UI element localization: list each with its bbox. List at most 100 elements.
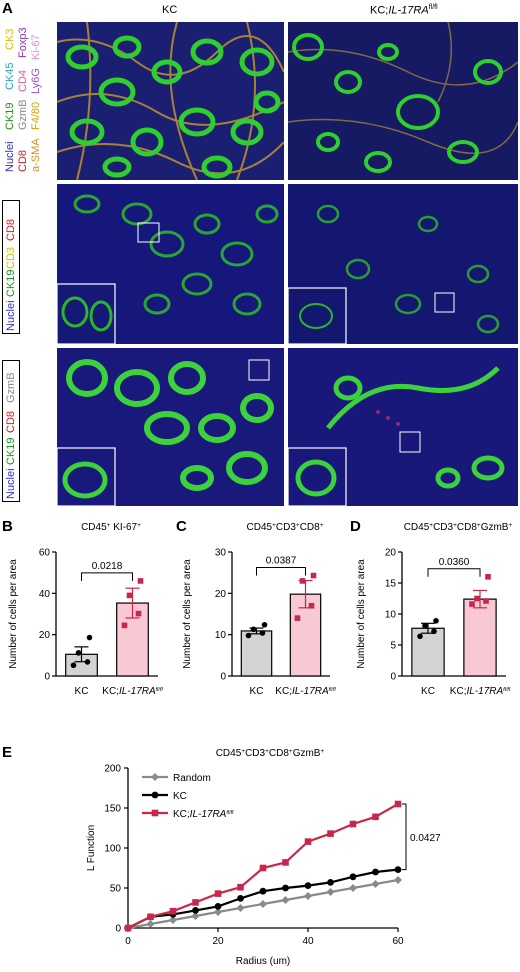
data-point-c-1-1 xyxy=(308,602,315,609)
significance-bracket-c xyxy=(256,567,306,576)
y-tick-label-d-4: 20 xyxy=(385,548,397,559)
data-point-b-0-0 xyxy=(70,662,77,669)
data-point-d-0-1 xyxy=(431,628,437,635)
legend-label-1: KC xyxy=(173,791,187,802)
tissue-pattern-kcil17ra-row3 xyxy=(288,348,518,506)
data-point-c-0-2 xyxy=(250,626,257,633)
y-tick-label-e-3: 150 xyxy=(104,804,121,815)
data-point-d-1-0 xyxy=(469,601,475,607)
bar-d-1 xyxy=(463,598,497,677)
series-point-1-6 xyxy=(259,887,267,895)
legend-label-0: Random xyxy=(173,773,211,784)
y-tick-label-c-1: 10 xyxy=(215,630,227,641)
tissue-pattern-kcil17ra-row1 xyxy=(288,22,518,180)
y-axis-label-b: Number of cells per area xyxy=(8,559,19,669)
series-point-1-11 xyxy=(372,868,379,876)
x-tick-label-e-0: 0 xyxy=(125,936,131,947)
series-point-0-6 xyxy=(259,900,267,908)
series-point-1-10 xyxy=(349,873,357,881)
category-label-b-0: KC xyxy=(75,686,89,697)
data-point-b-0-3 xyxy=(86,634,93,641)
series-point-2-11 xyxy=(372,813,379,821)
series-point-2-8 xyxy=(304,838,312,845)
micrograph-kc-row3 xyxy=(57,348,284,506)
y-tick-label-d-0: 0 xyxy=(390,672,396,683)
panel-letter-d: D xyxy=(350,518,361,535)
tissue-pattern-kc-row3 xyxy=(57,348,284,506)
series-point-1-8 xyxy=(304,882,312,889)
data-point-b-1-1 xyxy=(135,610,142,617)
y-tick-label-e-1: 50 xyxy=(110,884,122,895)
y-tick-label-c-2: 20 xyxy=(215,589,227,600)
x-axis-label-e: Radius (um) xyxy=(236,956,290,967)
series-point-2-5 xyxy=(237,883,244,891)
series-line-1 xyxy=(127,868,399,929)
category-label-c-0: KC xyxy=(250,686,264,697)
data-point-d-0-2 xyxy=(422,622,428,629)
data-point-d-1-1 xyxy=(483,598,489,604)
series-point-0-10 xyxy=(349,884,357,892)
series-point-0-12 xyxy=(394,876,402,884)
p-value-b: 0.0218 xyxy=(92,561,123,572)
panel-letter-a: A xyxy=(2,0,13,17)
y-axis-label-d: Number of cells per area xyxy=(356,559,367,669)
p-value-c: 0.0387 xyxy=(266,556,297,567)
series-point-0-2 xyxy=(169,916,177,924)
y-tick-label-b-1: 20 xyxy=(39,630,51,641)
x-tick-label-e-1: 20 xyxy=(212,936,224,947)
data-point-c-0-3 xyxy=(261,621,268,628)
row3-marker-legend: Nuclei CK19 CD8 GzmB xyxy=(2,360,20,502)
series-point-2-2 xyxy=(169,907,177,915)
data-point-c-1-0 xyxy=(294,615,301,621)
data-point-d-1-2 xyxy=(474,595,480,602)
data-point-b-1-3 xyxy=(137,578,144,584)
legend-marker-1 xyxy=(151,791,159,799)
series-point-0-9 xyxy=(326,888,335,896)
data-point-b-1-0 xyxy=(121,622,128,629)
chart-title-e: CD45+CD3+CD8+GzmB+ xyxy=(216,748,325,760)
tissue-pattern-kc-row1 xyxy=(57,22,284,180)
bar-d-0 xyxy=(411,627,445,677)
column-title-kc: KC xyxy=(162,4,178,16)
y-tick-label-c-3: 30 xyxy=(215,548,227,559)
y-tick-label-b-2: 40 xyxy=(39,589,51,600)
significance-bracket-b xyxy=(81,572,133,581)
p-value-d: 0.0360 xyxy=(439,557,470,568)
y-axis-label-c: Number of cells per area xyxy=(182,559,193,669)
data-point-b-1-2 xyxy=(126,592,133,599)
y-tick-label-e-0: 0 xyxy=(115,924,121,935)
series-point-1-4 xyxy=(214,903,222,910)
series-point-1-9 xyxy=(327,879,334,886)
series-point-2-6 xyxy=(259,864,267,872)
panel-letter-b: B xyxy=(2,518,13,535)
series-point-2-12 xyxy=(394,800,402,808)
bar-c-0 xyxy=(240,630,273,677)
series-point-0-1 xyxy=(146,920,155,928)
series-point-2-10 xyxy=(349,820,357,828)
tissue-pattern-kc-row2 xyxy=(57,184,284,344)
series-point-1-3 xyxy=(192,907,199,914)
micrograph-kcil17ra-row1 xyxy=(288,22,518,180)
series-point-0-3 xyxy=(191,912,200,920)
panel-letter-c: C xyxy=(176,518,187,535)
data-point-c-1-2 xyxy=(299,578,306,584)
micrograph-kc-row1 xyxy=(57,22,284,180)
y-tick-label-b-0: 0 xyxy=(44,672,50,683)
series-point-2-9 xyxy=(327,830,334,837)
series-point-1-7 xyxy=(282,884,289,892)
series-point-2-0 xyxy=(124,924,132,932)
legend-label-2: KC;IL-17RAfl/fl xyxy=(173,809,234,820)
series-point-1-5 xyxy=(237,895,244,902)
series-point-2-4 xyxy=(214,890,222,897)
series-point-0-4 xyxy=(214,908,222,916)
data-point-d-0-3 xyxy=(433,618,439,624)
x-tick-label-e-2: 40 xyxy=(302,936,314,947)
data-point-c-0-1 xyxy=(259,630,266,636)
chart-title-d: CD45+CD3+CD8+GzmB+ xyxy=(404,522,513,534)
micrograph-kcil17ra-row2 xyxy=(288,184,518,344)
row2-marker-legend: Nuclei CK19 CD3 CD8 xyxy=(2,200,20,334)
data-point-b-0-2 xyxy=(75,650,82,656)
series-point-2-3 xyxy=(192,899,199,906)
data-point-d-0-0 xyxy=(417,633,423,640)
